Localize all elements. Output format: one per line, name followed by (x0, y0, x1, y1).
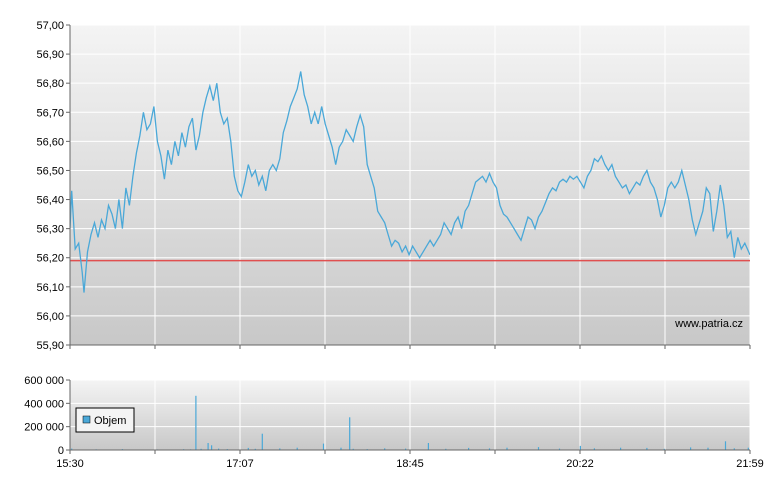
volume-bar (468, 447, 470, 450)
volume-bar (724, 441, 727, 451)
price-y-tick-label: 56,40 (36, 195, 64, 207)
x-axis-ticks: 15:30 17:07 18:45 20:22 21:59 (56, 450, 764, 470)
price-series-line (70, 71, 750, 293)
volume-bar (322, 443, 325, 450)
volume-bar (690, 447, 692, 450)
volume-bar (349, 417, 351, 450)
price-y-tick-label: 56,50 (36, 165, 64, 177)
volume-bar (488, 448, 491, 450)
volume-bar (537, 447, 540, 450)
volume-bar (71, 448, 73, 450)
x-axis-tick-label: 20:22 (566, 458, 594, 470)
volume-bar (296, 447, 298, 450)
volume-bar (247, 447, 249, 450)
volume-y-tick-label: 400 000 (24, 398, 64, 410)
price-y-tick-label: 56,00 (36, 311, 64, 323)
volume-bar (218, 448, 220, 450)
x-axis-tick-label: 21:59 (736, 458, 764, 470)
price-y-tick-label: 56,30 (36, 224, 64, 236)
volume-bar (340, 447, 342, 450)
volume-bar (579, 445, 581, 450)
volume-bar (506, 447, 508, 450)
price-y-tick-label: 55,90 (36, 340, 64, 352)
price-y-tick-label: 56,60 (36, 136, 64, 148)
volume-bar (427, 443, 429, 450)
price-y-axis: 57,00 56,90 56,80 56,70 56,60 56,50 56,40 56,30… (36, 20, 70, 352)
price-y-tick-label: 56,20 (36, 253, 64, 265)
volume-bar (384, 448, 386, 451)
volume-y-axis: 600 000 400 000 200 000 0 (24, 375, 70, 457)
volume-bar (558, 448, 561, 450)
volume-bar (279, 448, 281, 450)
volume-bar (352, 448, 354, 450)
x-axis-tick-label: 17:07 (226, 458, 254, 470)
price-y-tick-label: 56,70 (36, 107, 64, 119)
volume-y-tick-label: 600 000 (24, 375, 64, 387)
volume-bar (261, 433, 263, 450)
volume-bar (620, 447, 622, 450)
volume-bar (405, 448, 407, 450)
price-panel: 57,00 56,90 56,80 56,70 56,60 56,50 56,40 56,30… (36, 20, 751, 352)
price-x-ticks (69, 345, 751, 349)
price-y-tick-label: 56,10 (36, 282, 64, 294)
volume-bar (663, 448, 665, 450)
volume-bar (211, 445, 213, 450)
x-axis-tick-label: 15:30 (56, 458, 84, 470)
volume-bar (747, 447, 749, 450)
volume-bar (254, 448, 256, 450)
volume-bar (707, 447, 709, 450)
volume-y-tick-label: 0 (58, 445, 64, 457)
price-grid (69, 24, 751, 346)
price-y-tick-label: 56,80 (36, 78, 64, 90)
price-y-tick-label: 56,90 (36, 49, 64, 61)
volume-bar (593, 448, 595, 451)
volume-bar (733, 448, 735, 451)
volume-panel: 600 000 400 000 200 000 0 15:30 17:07 18:45 20… (24, 375, 764, 470)
volume-y-tick-label: 200 000 (24, 422, 64, 434)
legend-swatch (82, 415, 91, 424)
price-y-tick-label: 57,00 (36, 20, 64, 32)
volume-bar (445, 448, 447, 450)
volume-bar (646, 447, 648, 450)
volume-bar (207, 443, 209, 450)
volume-bar (200, 448, 202, 450)
legend: Objem (75, 407, 135, 433)
legend-label: Objem (94, 415, 126, 427)
watermark: www.patria.cz (674, 318, 743, 330)
volume-bar (195, 395, 197, 451)
x-axis-tick-label: 18:45 (396, 458, 424, 470)
